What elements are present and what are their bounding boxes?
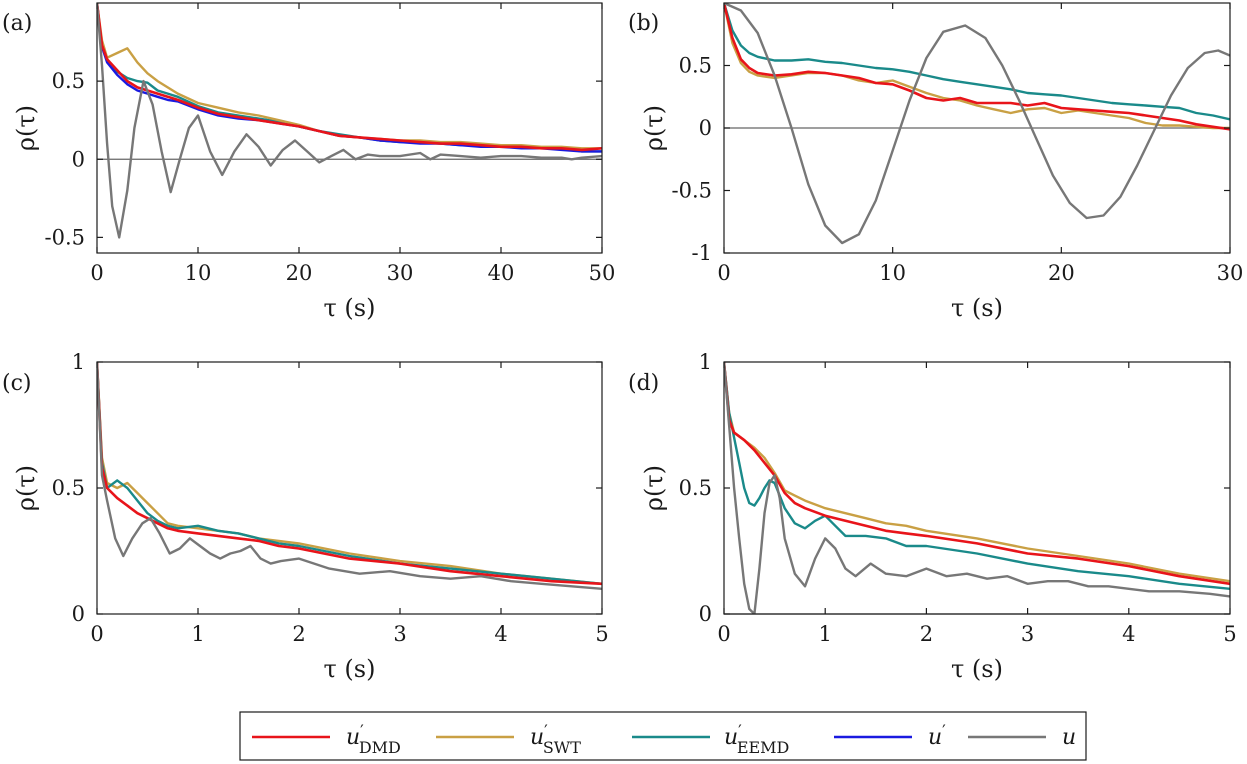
x-tick-label: 2 bbox=[292, 622, 305, 646]
y-axis-label: ρ(τ) bbox=[12, 465, 40, 511]
x-tick-label: 20 bbox=[286, 261, 313, 285]
x-tick-label: 0 bbox=[717, 261, 730, 285]
y-tick-label: 0.5 bbox=[52, 69, 85, 93]
x-tick-label: 5 bbox=[595, 622, 608, 646]
y-tick-label: -0.5 bbox=[45, 225, 86, 249]
legend-entry-u-eemd: u′ EEMD bbox=[632, 721, 789, 757]
y-tick-label: 0.5 bbox=[52, 476, 85, 500]
panel-label: (c) bbox=[2, 371, 32, 396]
x-axis-label: τ (s) bbox=[951, 294, 1003, 322]
x-tick-label: 50 bbox=[589, 261, 616, 285]
series-u-dmd bbox=[97, 3, 602, 152]
legend-label: u bbox=[1062, 725, 1076, 750]
x-tick-label: 3 bbox=[393, 622, 406, 646]
panel-label: (b) bbox=[628, 11, 659, 36]
y-axis-label: ρ(τ) bbox=[640, 105, 668, 151]
legend-label: u′ DMD bbox=[346, 721, 401, 757]
x-tick-label: 3 bbox=[1021, 622, 1034, 646]
x-tick-label: 0 bbox=[90, 261, 103, 285]
x-axis-label: τ (s) bbox=[951, 655, 1003, 683]
legend: u′ DMD u′ SWT u′ EEMD u′ u bbox=[239, 711, 1087, 761]
x-tick-label: 30 bbox=[1217, 261, 1244, 285]
series-uprime bbox=[97, 3, 602, 153]
series-u-eemd bbox=[97, 3, 602, 153]
x-tick-label: 1 bbox=[191, 622, 204, 646]
x-tick-label: 4 bbox=[494, 622, 507, 646]
series-u-eemd bbox=[724, 3, 1230, 121]
series-u-swt bbox=[724, 362, 1230, 583]
x-tick-label: 4 bbox=[1122, 622, 1135, 646]
series-u-eemd bbox=[97, 362, 602, 585]
y-axis-label: ρ(τ) bbox=[640, 465, 668, 511]
series-u-dmd bbox=[97, 362, 602, 586]
x-tick-label: 5 bbox=[1223, 622, 1236, 646]
x-tick-label: 30 bbox=[387, 261, 414, 285]
x-tick-label: 0 bbox=[717, 622, 730, 646]
x-axis-label: τ (s) bbox=[324, 655, 376, 683]
x-tick-label: 1 bbox=[819, 622, 832, 646]
y-tick-label: -0.5 bbox=[672, 179, 713, 203]
series-u-swt bbox=[97, 362, 602, 585]
panel-a: 0 10 20 30 40 50-0.500.5τ (s)ρ(τ)(a) bbox=[2, 2, 616, 322]
panel-b: 0 10 20 30 -1 -0.5 0 0.5 τ (s) ρ(τ) (b) bbox=[628, 2, 1244, 322]
x-tick-label: 10 bbox=[879, 261, 906, 285]
panel-label: (d) bbox=[628, 371, 659, 396]
series-u bbox=[724, 362, 1230, 614]
y-tick-label: 0.5 bbox=[679, 54, 712, 78]
legend-label: u′ bbox=[928, 721, 946, 750]
legend-entry-u-dmd: u′ DMD bbox=[252, 721, 401, 757]
y-tick-label: 1 bbox=[72, 350, 85, 374]
y-tick-label: 0 bbox=[699, 116, 712, 140]
series-u-swt bbox=[97, 3, 602, 150]
legend-entry-u: u bbox=[968, 725, 1076, 750]
legend-label: u′ SWT bbox=[530, 721, 581, 757]
x-tick-label: 0 bbox=[90, 622, 103, 646]
x-tick-label: 10 bbox=[185, 261, 212, 285]
series-u-dmd bbox=[724, 3, 1230, 131]
legend-entry-u-swt: u′ SWT bbox=[436, 721, 581, 757]
legend-label: u′ EEMD bbox=[724, 721, 789, 757]
series-u-eemd bbox=[724, 362, 1230, 590]
y-tick-label: -1 bbox=[692, 241, 712, 265]
x-tick-label: 20 bbox=[1048, 261, 1075, 285]
y-tick-label: 0 bbox=[72, 147, 85, 171]
series-u bbox=[724, 3, 1230, 245]
panel-c: 0 1 2 3 4 5 0 0.5 1 τ (s) ρ(τ) (c) bbox=[2, 350, 609, 683]
panel-label: (a) bbox=[2, 11, 32, 36]
x-tick-label: 40 bbox=[488, 261, 515, 285]
y-tick-label: 1 bbox=[699, 350, 712, 374]
x-axis-label: τ (s) bbox=[324, 294, 376, 322]
series-u-swt bbox=[724, 3, 1230, 130]
y-tick-label: 0 bbox=[699, 602, 712, 626]
series-u bbox=[97, 362, 602, 590]
legend-entry-uprime: u′ bbox=[834, 721, 946, 750]
y-tick-label: 0.5 bbox=[679, 476, 712, 500]
panel-d: 0 1 2 3 4 5 0 0.5 1 τ (s) ρ(τ) (d) bbox=[628, 350, 1237, 683]
y-tick-label: 0 bbox=[72, 602, 85, 626]
y-axis-label: ρ(τ) bbox=[12, 105, 40, 151]
x-tick-label: 2 bbox=[920, 622, 933, 646]
series-u bbox=[97, 3, 602, 239]
axes-box bbox=[96, 2, 603, 254]
series-u-dmd bbox=[724, 362, 1230, 586]
